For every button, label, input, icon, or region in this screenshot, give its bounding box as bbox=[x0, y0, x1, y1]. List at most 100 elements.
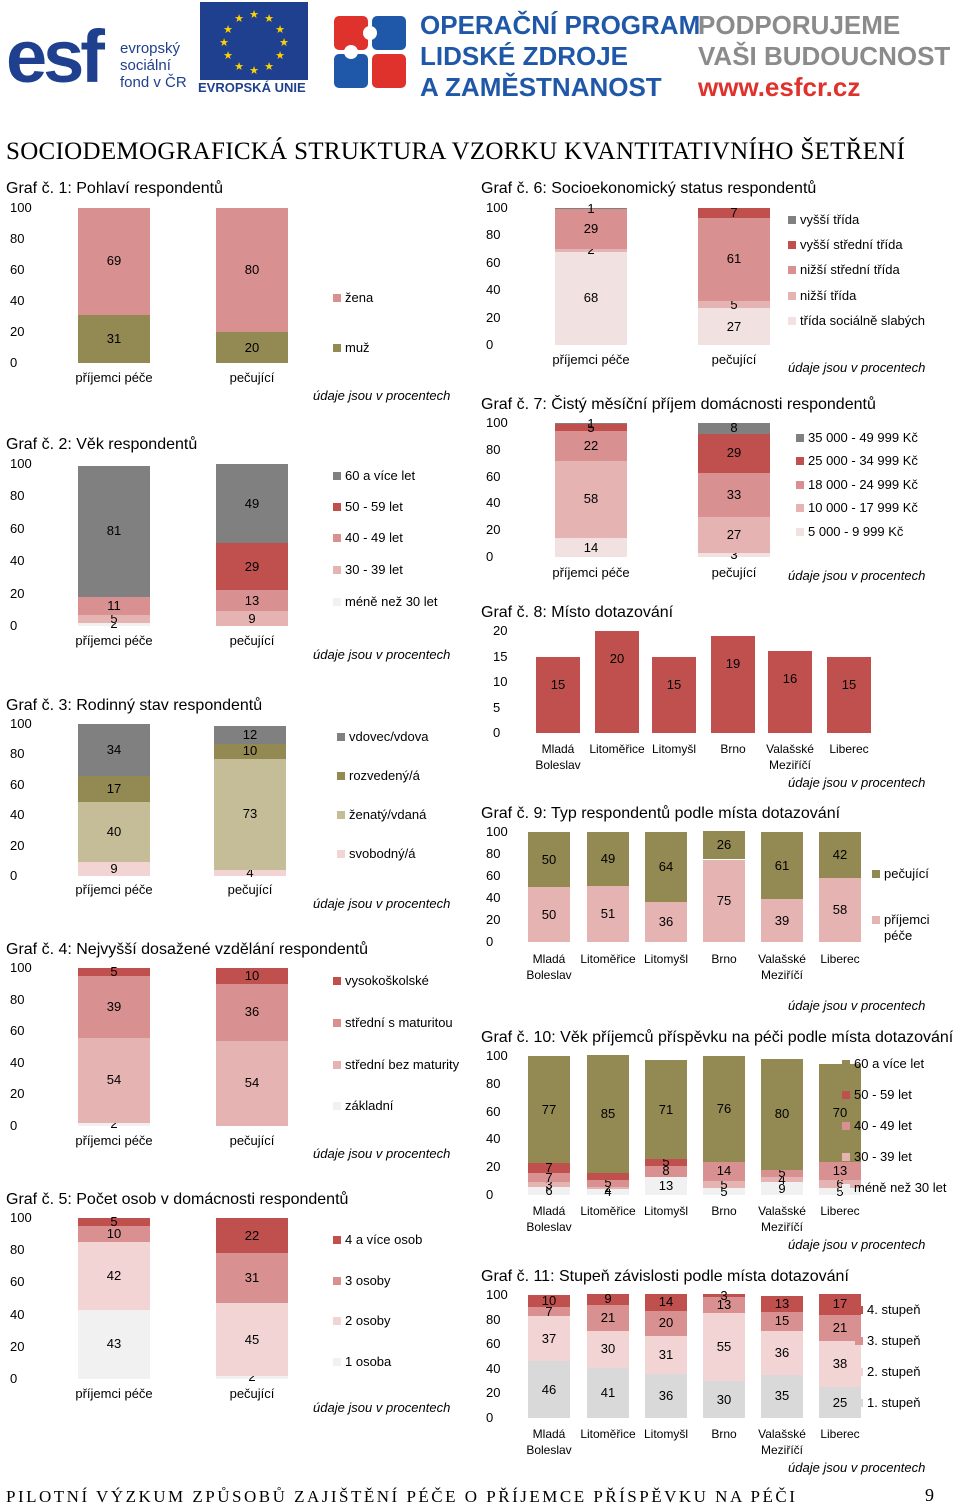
y-tick-label: 20 bbox=[486, 522, 501, 538]
bar-segment bbox=[703, 830, 745, 860]
bar-segment bbox=[78, 1122, 150, 1126]
data-label: 3 bbox=[545, 1176, 553, 1192]
data-label: 5 bbox=[720, 1176, 728, 1192]
bar-segment bbox=[761, 1182, 803, 1195]
data-label: 5 bbox=[836, 1183, 844, 1199]
bar-segment bbox=[587, 1172, 629, 1180]
legend-label: 35 000 - 49 999 Kč bbox=[808, 430, 918, 445]
x-category-label: Litoměřice bbox=[580, 1427, 636, 1441]
bar-segment bbox=[214, 869, 286, 876]
bar-segment bbox=[761, 1176, 803, 1183]
data-label: 42 bbox=[106, 1267, 122, 1283]
data-label: 40 bbox=[106, 823, 122, 839]
chart-title: Graf č. 10: Věk příjemců příspěvku na pé… bbox=[481, 1029, 953, 1047]
data-label: 76 bbox=[716, 1100, 732, 1116]
legend-label: příjemci péče bbox=[884, 912, 930, 943]
legend-label: 2 osoby bbox=[345, 1313, 391, 1328]
legend-label: 3 osoby bbox=[345, 1273, 391, 1288]
x-category-label: Mladá Boleslav bbox=[526, 952, 572, 982]
bar-segment bbox=[216, 1040, 288, 1126]
bar-segment bbox=[819, 1179, 861, 1189]
data-label: 5 bbox=[730, 296, 738, 312]
bar-segment bbox=[78, 314, 150, 363]
data-label: 58 bbox=[583, 491, 599, 507]
x-category-label: příjemci péče bbox=[75, 633, 153, 648]
legend-label: střední bez maturity bbox=[345, 1057, 460, 1072]
data-label: 10 bbox=[242, 743, 258, 759]
data-label: 73 bbox=[242, 806, 258, 822]
legend-swatch bbox=[788, 241, 796, 249]
data-label: 6 bbox=[545, 1182, 553, 1198]
legend-swatch bbox=[788, 266, 796, 274]
data-label: 85 bbox=[600, 1105, 616, 1121]
bar-segment bbox=[703, 1293, 745, 1298]
data-label: 17 bbox=[106, 780, 122, 796]
legend-label: vyšší střední třída bbox=[800, 237, 903, 252]
op-line-2: LIDSKÉ ZDROJE bbox=[420, 41, 629, 71]
y-tick-label: 60 bbox=[486, 868, 501, 883]
bar-segment bbox=[78, 208, 150, 315]
x-category-label: Litoměřice bbox=[589, 742, 645, 756]
bar bbox=[536, 656, 580, 733]
bar-segment bbox=[587, 1189, 629, 1195]
bar-segment bbox=[528, 1307, 570, 1316]
bar-segment bbox=[78, 614, 150, 623]
bar-segment bbox=[78, 968, 150, 976]
y-tick-label: 60 bbox=[486, 254, 501, 270]
y-tick-label: 80 bbox=[10, 488, 25, 504]
data-label: 13 bbox=[716, 1297, 732, 1313]
data-label: 13 bbox=[244, 592, 260, 608]
legend-swatch bbox=[337, 772, 345, 780]
legend-swatch bbox=[333, 1236, 341, 1244]
data-label: 27 bbox=[726, 318, 742, 334]
bar-segment bbox=[819, 1340, 861, 1388]
bar-segment bbox=[645, 1165, 687, 1177]
chart-title-text: : Stupeň závislosti podle místa dotazová… bbox=[550, 1268, 849, 1285]
y-tick-label: 80 bbox=[486, 227, 501, 243]
data-label: 1 bbox=[587, 200, 595, 216]
bar-segment bbox=[528, 1295, 570, 1308]
chart-title: Graf č. 6: Socioekonomický status respon… bbox=[481, 180, 816, 198]
bar-segment bbox=[587, 1293, 629, 1305]
y-tick-label: 5 bbox=[493, 699, 501, 715]
y-tick-label: 0 bbox=[486, 934, 494, 949]
legend-label: 50 - 59 let bbox=[854, 1087, 912, 1102]
legend-swatch bbox=[333, 1102, 341, 1110]
legend-label: 10 000 - 17 999 Kč bbox=[808, 500, 918, 515]
y-tick-label: 60 bbox=[486, 1103, 501, 1119]
data-label: 25 bbox=[832, 1394, 848, 1410]
data-label: 4 bbox=[778, 1171, 786, 1187]
legend-label: rozvedený/á bbox=[349, 768, 420, 783]
legend-swatch bbox=[333, 566, 341, 574]
x-category-label: příjemci péče bbox=[552, 565, 630, 580]
bar-segment bbox=[78, 775, 150, 802]
y-tick-label: 80 bbox=[10, 231, 25, 246]
chart-title-prefix: Graf č. 11 bbox=[481, 1268, 551, 1285]
data-label: 29 bbox=[583, 221, 599, 237]
y-tick-label: 80 bbox=[10, 1242, 25, 1258]
data-label: 35 bbox=[774, 1388, 790, 1404]
data-label: 9 bbox=[110, 861, 118, 877]
data-label: 8 bbox=[730, 420, 738, 436]
chart-title-prefix: Graf č. 7 bbox=[481, 396, 543, 413]
bar-segment bbox=[645, 902, 687, 942]
y-tick-label: 80 bbox=[486, 846, 501, 861]
data-label: 64 bbox=[658, 859, 674, 875]
legend-swatch bbox=[872, 870, 880, 878]
bar-segment bbox=[698, 433, 770, 473]
chart-title-text: : Pohlaví respondentů bbox=[67, 180, 224, 197]
data-label: 81 bbox=[106, 523, 122, 539]
bar-segment bbox=[528, 887, 570, 942]
x-category-label: Litomyšl bbox=[643, 1204, 688, 1218]
bar-segment bbox=[216, 968, 288, 984]
data-label: 36 bbox=[658, 1387, 674, 1403]
data-label: 22 bbox=[583, 437, 599, 453]
data-label: 30 bbox=[716, 1391, 732, 1407]
legend-swatch bbox=[842, 1091, 850, 1099]
legend-label: 30 - 39 let bbox=[854, 1149, 912, 1164]
legend-swatch bbox=[796, 504, 804, 512]
bar-segment bbox=[703, 1381, 745, 1418]
data-label: 4 bbox=[246, 864, 254, 880]
data-label: 9 bbox=[248, 610, 256, 626]
y-tick-label: 0 bbox=[486, 1410, 494, 1425]
